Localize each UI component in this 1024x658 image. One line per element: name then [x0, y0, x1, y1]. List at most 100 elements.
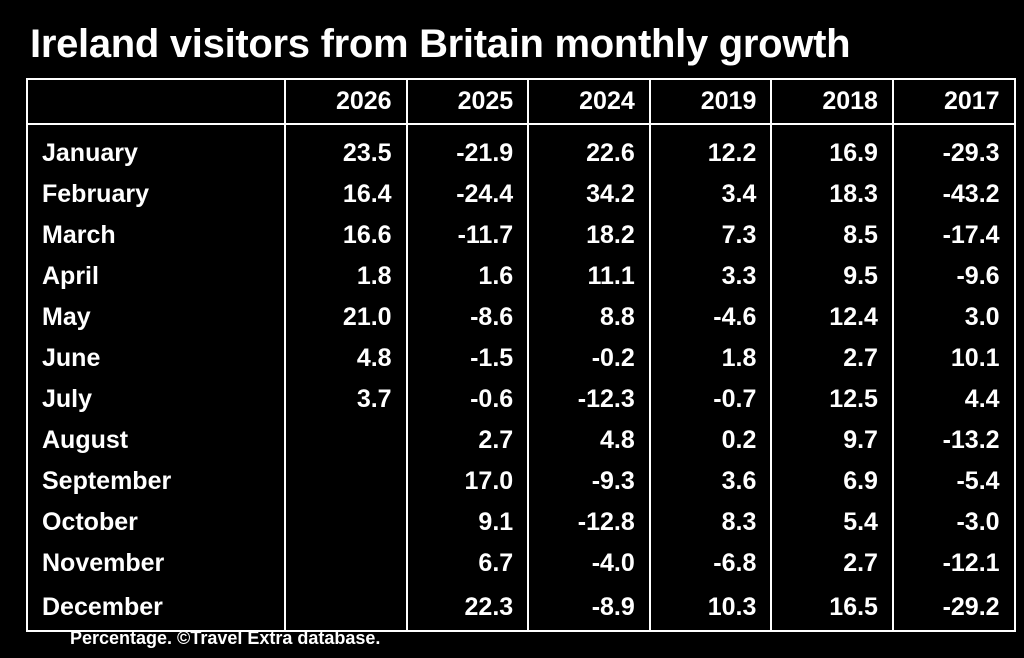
chart-title: Ireland visitors from Britain monthly gr…	[30, 22, 851, 66]
row-label: April	[26, 256, 286, 297]
value-cell-2017: -13.2	[891, 420, 1016, 461]
value-cell-2018: 2.7	[770, 338, 894, 379]
value-cell-2026: 1.8	[284, 256, 408, 297]
value-cell-2017: -9.6	[891, 256, 1016, 297]
table-row-may: May 21.0 -8.6 8.8 -4.6 12.4 3.0	[26, 297, 1016, 338]
value-cell-2019: -4.6	[648, 297, 773, 338]
value-cell-2017: 3.0	[891, 297, 1016, 338]
value-cell-2018: 16.5	[770, 584, 894, 632]
value-cell-2019: -6.8	[648, 543, 773, 584]
value-cell-2024: -8.9	[527, 584, 651, 632]
row-label: September	[26, 461, 286, 502]
table-row-june: June 4.8 -1.5 -0.2 1.8 2.7 10.1	[26, 338, 1016, 379]
value-cell-2024: 11.1	[527, 256, 651, 297]
table-row-march: March 16.6 -11.7 18.2 7.3 8.5 -17.4	[26, 215, 1016, 256]
value-cell-2017: -29.2	[891, 584, 1016, 632]
row-label: June	[26, 338, 286, 379]
value-cell-2026	[284, 502, 408, 543]
table-row-november: November 6.7 -4.0 -6.8 2.7 -12.1	[26, 543, 1016, 584]
row-label: January	[26, 124, 286, 174]
table-row-august: August 2.7 4.8 0.2 9.7 -13.2	[26, 420, 1016, 461]
table-row-january: January 23.5 -21.9 22.6 12.2 16.9 -29.3	[26, 124, 1016, 174]
value-cell-2017: -3.0	[891, 502, 1016, 543]
value-cell-2024: 22.6	[527, 124, 651, 174]
value-cell-2024: -0.2	[527, 338, 651, 379]
value-cell-2025: -0.6	[405, 379, 530, 420]
value-cell-2026	[284, 461, 408, 502]
row-label: December	[26, 584, 286, 632]
value-cell-2025: 6.7	[405, 543, 530, 584]
value-cell-2026	[284, 584, 408, 632]
value-cell-2024: 8.8	[527, 297, 651, 338]
table-row-july: July 3.7 -0.6 -12.3 -0.7 12.5 4.4	[26, 379, 1016, 420]
value-cell-2018: 8.5	[770, 215, 894, 256]
table-row-april: April 1.8 1.6 11.1 3.3 9.5 -9.6	[26, 256, 1016, 297]
column-header-2018: 2018	[770, 78, 894, 125]
source-footnote: Percentage. ©Travel Extra database.	[70, 628, 381, 648]
value-cell-2026	[284, 543, 408, 584]
value-cell-2024: 18.2	[527, 215, 651, 256]
value-cell-2025: -1.5	[405, 338, 530, 379]
value-cell-2019: 12.2	[648, 124, 773, 174]
value-cell-2019: 8.3	[648, 502, 773, 543]
value-cell-2025: 22.3	[405, 584, 530, 632]
column-header-2025: 2025	[405, 78, 530, 125]
value-cell-2017: -43.2	[891, 174, 1016, 215]
value-cell-2019: 1.8	[648, 338, 773, 379]
row-label: July	[26, 379, 286, 420]
header-row: 2026 2025 2024 2019 2018 2017	[26, 78, 1016, 125]
column-header-2017: 2017	[891, 78, 1016, 125]
value-cell-2017: -17.4	[891, 215, 1016, 256]
value-cell-2024: -4.0	[527, 543, 651, 584]
table-row-october: October 9.1 -12.8 8.3 5.4 -3.0	[26, 502, 1016, 543]
value-cell-2019: 3.4	[648, 174, 773, 215]
value-cell-2026: 16.6	[284, 215, 408, 256]
value-cell-2024: -9.3	[527, 461, 651, 502]
value-cell-2024: -12.8	[527, 502, 651, 543]
row-label: August	[26, 420, 286, 461]
value-cell-2024: -12.3	[527, 379, 651, 420]
value-cell-2019: 3.6	[648, 461, 773, 502]
row-label: February	[26, 174, 286, 215]
column-header-2019: 2019	[648, 78, 773, 125]
row-label: November	[26, 543, 286, 584]
value-cell-2017: 10.1	[891, 338, 1016, 379]
value-cell-2018: 2.7	[770, 543, 894, 584]
growth-table-container: 2026 2025 2024 2019 2018 2017 January 23.5 -21.…	[26, 78, 1016, 632]
value-cell-2017: -5.4	[891, 461, 1016, 502]
value-cell-2019: 10.3	[648, 584, 773, 632]
value-cell-2025: -21.9	[405, 124, 530, 174]
value-cell-2025: -24.4	[405, 174, 530, 215]
row-label: March	[26, 215, 286, 256]
value-cell-2024: 4.8	[527, 420, 651, 461]
header-corner-cell	[26, 78, 286, 125]
column-header-2026: 2026	[284, 78, 408, 125]
value-cell-2018: 18.3	[770, 174, 894, 215]
row-label: May	[26, 297, 286, 338]
table-row-september: September 17.0 -9.3 3.6 6.9 -5.4	[26, 461, 1016, 502]
value-cell-2018: 12.4	[770, 297, 894, 338]
value-cell-2018: 5.4	[770, 502, 894, 543]
value-cell-2018: 9.5	[770, 256, 894, 297]
value-cell-2026: 3.7	[284, 379, 408, 420]
value-cell-2026: 4.8	[284, 338, 408, 379]
value-cell-2019: -0.7	[648, 379, 773, 420]
value-cell-2019: 0.2	[648, 420, 773, 461]
value-cell-2019: 7.3	[648, 215, 773, 256]
growth-table: 2026 2025 2024 2019 2018 2017 January 23.5 -21.…	[26, 78, 1016, 632]
value-cell-2025: 9.1	[405, 502, 530, 543]
table-row-february: February 16.4 -24.4 34.2 3.4 18.3 -43.2	[26, 174, 1016, 215]
column-header-2024: 2024	[527, 78, 651, 125]
row-label: October	[26, 502, 286, 543]
value-cell-2026	[284, 420, 408, 461]
table-row-december: December 22.3 -8.9 10.3 16.5 -29.2	[26, 584, 1016, 632]
value-cell-2017: -12.1	[891, 543, 1016, 584]
table-body: January 23.5 -21.9 22.6 12.2 16.9 -29.3 Februar…	[26, 124, 1016, 632]
value-cell-2025: -8.6	[405, 297, 530, 338]
value-cell-2018: 6.9	[770, 461, 894, 502]
value-cell-2025: 17.0	[405, 461, 530, 502]
value-cell-2017: 4.4	[891, 379, 1016, 420]
value-cell-2026: 21.0	[284, 297, 408, 338]
value-cell-2026: 23.5	[284, 124, 408, 174]
value-cell-2026: 16.4	[284, 174, 408, 215]
